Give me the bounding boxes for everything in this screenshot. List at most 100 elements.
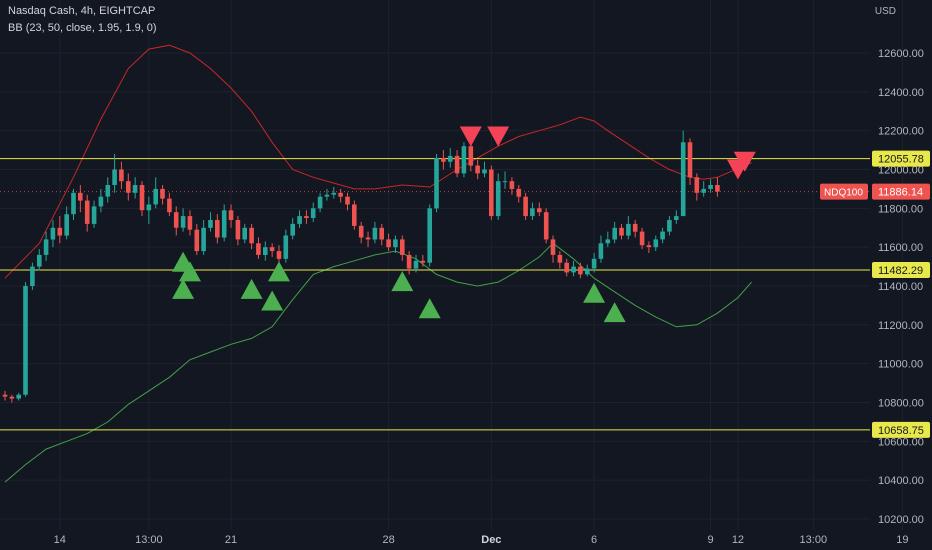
y-tick-label: 10800.00 — [878, 398, 924, 410]
candle-body — [153, 188, 158, 205]
candle-body — [379, 227, 384, 240]
candle-body — [16, 394, 21, 399]
candle-body — [235, 220, 241, 240]
candle-body — [23, 286, 28, 395]
candle-body — [660, 231, 665, 240]
buy-signal-triangle — [240, 278, 263, 299]
candle-body — [126, 181, 131, 193]
axis-price-labels: 12055.78 11482.29 10658.75 NDQ100 11886.14 — [820, 150, 930, 438]
candle-body — [612, 227, 617, 240]
candle-body — [605, 239, 611, 244]
y-tick-label: 11600.00 — [878, 242, 923, 254]
symbol-label: NDQ100 — [824, 188, 863, 199]
sell-signal-triangle — [487, 126, 510, 147]
candle-body — [639, 231, 645, 246]
candle-body — [502, 181, 508, 183]
candle-body — [221, 210, 227, 238]
price-axis[interactable]: 10200.00 10400.00 10600.00 10800.00 11000.00… — [878, 48, 924, 526]
currency-label: USD — [874, 6, 896, 17]
buy-signal-triangle — [418, 298, 441, 319]
y-tick-label: 11800.00 — [878, 203, 923, 215]
candle-body — [84, 200, 90, 224]
candle-body — [310, 208, 316, 218]
lower-band — [4, 242, 752, 483]
candle-body — [591, 258, 597, 269]
level-price-tag — [872, 262, 930, 279]
candle-body — [365, 237, 371, 240]
level-price-tag — [872, 421, 930, 438]
buy-signal-triangle — [261, 290, 284, 311]
candle-body — [441, 157, 446, 162]
candle-body — [43, 239, 49, 255]
candle-body — [57, 227, 63, 236]
candle-body — [461, 146, 467, 174]
x-tick-label: Dec — [481, 534, 501, 546]
candle-body — [50, 227, 56, 240]
candle-body — [653, 239, 659, 248]
candle-body — [413, 260, 419, 269]
y-tick-label: 11200.00 — [878, 320, 923, 332]
candle-body — [139, 185, 145, 211]
y-tick-label: 11000.00 — [878, 359, 923, 371]
buy-signal-triangle — [172, 278, 195, 299]
candle-body — [71, 192, 76, 215]
last-price-tag — [872, 183, 930, 200]
candle-body — [208, 220, 213, 228]
candle-body — [571, 266, 576, 273]
candle-body — [619, 227, 624, 236]
candle-body — [352, 204, 357, 226]
x-tick-label: 21 — [225, 534, 237, 546]
candle-body — [687, 142, 693, 178]
candle-body — [228, 210, 234, 220]
candle-body — [317, 196, 323, 209]
signal-markers — [172, 126, 756, 323]
y-tick-label: 12400.00 — [878, 87, 924, 99]
candle-body — [598, 243, 604, 259]
candle-body — [715, 185, 720, 192]
candle-body — [646, 245, 652, 248]
y-tick-label: 10200.00 — [878, 514, 924, 526]
candle-body — [386, 239, 391, 248]
candle-body — [406, 254, 412, 269]
candle-body — [482, 169, 487, 174]
candle-body — [119, 169, 124, 182]
x-tick-label: 12 — [732, 534, 744, 546]
buy-signal-triangle — [178, 261, 201, 282]
candle-body — [304, 216, 309, 218]
candle-body — [509, 181, 515, 189]
upper-band-line — [4, 44, 752, 279]
candle-body — [9, 396, 15, 399]
candle-body — [523, 196, 528, 217]
candle-body — [530, 208, 535, 217]
candle-body — [64, 214, 69, 236]
candle-body — [701, 188, 706, 193]
candle-body — [674, 216, 679, 220]
indicator-legend[interactable]: BB (23, 50, close, 1.95, 1.9, 0) — [8, 22, 157, 34]
candle-body — [427, 208, 432, 263]
level-price-label: 10658.75 — [878, 425, 924, 437]
y-tick-label: 10400.00 — [878, 475, 924, 487]
upper-band — [4, 44, 752, 279]
candle-body — [400, 239, 405, 255]
candle-body — [263, 247, 268, 255]
candle-body — [167, 198, 172, 213]
level-price-label: 11482.29 — [878, 265, 923, 277]
candle-body — [242, 227, 247, 240]
symbol-tag — [820, 183, 868, 200]
chart-title[interactable]: Nasdaq Cash, 4h, EIGHTCAP — [8, 5, 156, 17]
x-tick-label: 28 — [382, 534, 394, 546]
sell-signal-triangle — [733, 151, 756, 172]
candle-body — [276, 251, 282, 259]
candle-body — [454, 155, 460, 174]
candle-body — [194, 229, 200, 252]
candle-body — [297, 216, 302, 224]
candle-body — [112, 169, 117, 185]
x-tick-label: 6 — [591, 534, 597, 546]
candles[interactable] — [2, 130, 720, 403]
candle-body — [132, 185, 138, 193]
candle-body — [358, 225, 364, 238]
candle-body — [256, 243, 261, 255]
